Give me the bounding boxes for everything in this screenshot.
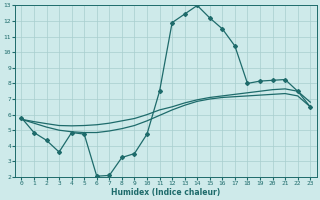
X-axis label: Humidex (Indice chaleur): Humidex (Indice chaleur) [111,188,220,197]
